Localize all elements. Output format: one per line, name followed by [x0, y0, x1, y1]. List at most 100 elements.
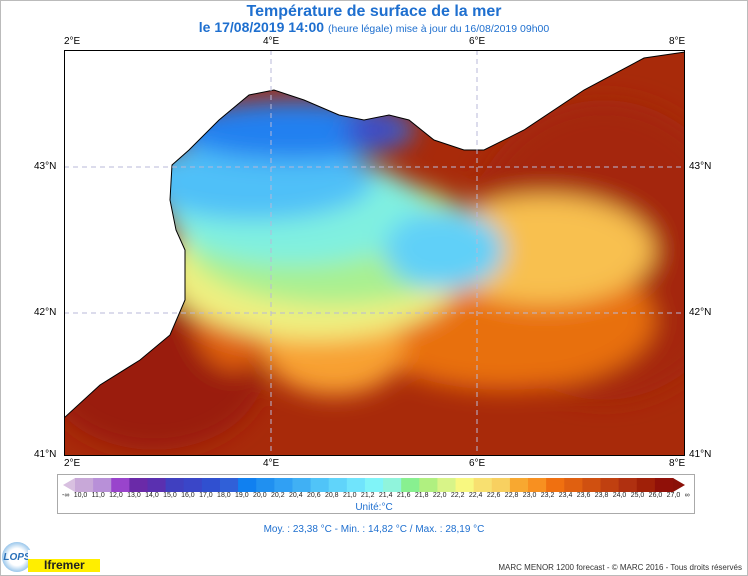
- colorbar-segment: [636, 478, 656, 492]
- colorbar-tick-label: 11,0: [91, 492, 105, 499]
- unit-label: Unité:°C: [355, 502, 393, 513]
- forecast-date: le 17/08/2019 14:00: [198, 19, 325, 35]
- graticule: [64, 50, 685, 456]
- map-subtitle: le 17/08/2019 14:00 (heure légale) mise …: [0, 19, 748, 35]
- colorbar-segment: [491, 478, 511, 492]
- colorbar-segment: [654, 478, 674, 492]
- colorbar-segment: [473, 478, 493, 492]
- colorbar-segment: [600, 478, 620, 492]
- lon-tick-top: 8°E: [669, 36, 686, 47]
- colorbar-tick-label: 20,8: [324, 492, 339, 499]
- colorbar-segment: [292, 478, 312, 492]
- colorbar-segment: [328, 478, 348, 492]
- lat-tick-left: 43°N: [34, 161, 57, 172]
- colorbar-tick-label: 22,2: [450, 492, 465, 499]
- lon-tick-bottom: 8°E: [669, 458, 686, 469]
- copyright-footer: MARC MENOR 1200 forecast - © MARC 2016 -…: [498, 563, 742, 572]
- colorbar-tick-label: 23,2: [540, 492, 555, 499]
- colorbar-segment: [219, 478, 239, 492]
- colorbar-segment: [383, 478, 402, 492]
- colorbar-tick-label: 24,0: [612, 492, 627, 499]
- colorbar-tick-label: 17,0: [199, 492, 213, 499]
- colorbar-labels: -∞ 10,0 11,0 12,0 13,0 14,0 15,0 16,0 17,0 18,0 19…: [62, 492, 690, 499]
- land-mask: [64, 50, 685, 419]
- statistics: Moy. : 23,38 °C - Min. : 14,82 °C / Max.…: [263, 524, 485, 535]
- colorbar-tick-label: 23,6: [576, 492, 591, 499]
- colorbar-tick-label: 20,4: [288, 492, 303, 499]
- colorbar-segment: [509, 478, 529, 492]
- colorbar-tick-label: 16,0: [181, 492, 195, 499]
- lon-tick-bottom: 6°E: [469, 458, 486, 469]
- colorbar-segment: [673, 478, 685, 492]
- colorbar-segment: [93, 478, 112, 492]
- colorbar-tick-label: 12,0: [109, 492, 123, 499]
- lat-tick-left: 41°N: [34, 449, 57, 460]
- map-border: [64, 50, 685, 456]
- colorbar-segment: [75, 478, 94, 492]
- colorbar-segment: [364, 478, 384, 492]
- colorbar-segment: [546, 478, 565, 492]
- colorbar-segment: [201, 478, 221, 492]
- colorbar-tick-label: 21,6: [396, 492, 411, 499]
- colorbar-tick-label: 21,2: [360, 492, 375, 499]
- lon-tick-top: 4°E: [263, 36, 280, 47]
- ifremer-logo: Ifremer: [28, 550, 100, 572]
- colorbar-tick-label: 18,0: [217, 492, 231, 499]
- map-title: Température de surface de la mer: [246, 3, 502, 20]
- temperature-field: [64, 100, 685, 450]
- colorbar-tick-label: 21,4: [378, 492, 393, 499]
- colorbar-tick-label: 23,8: [594, 492, 609, 499]
- lat-tick-right: 41°N: [689, 449, 712, 460]
- lon-tick-top: 6°E: [469, 36, 486, 47]
- colorbar-segment: [564, 478, 583, 492]
- colorbar-tick-label: 27,0: [666, 492, 681, 499]
- colorbar-segment: [582, 478, 602, 492]
- colorbar-segment: [419, 478, 438, 492]
- colorbar-segment: [147, 478, 167, 492]
- colorbar-segment: [310, 478, 330, 492]
- colorbar-tick-label: 22,0: [432, 492, 447, 499]
- colorbar-segment: [401, 478, 420, 492]
- colorbar-tick-label: 22,6: [486, 492, 501, 499]
- colorbar-tick-label: 15,0: [163, 492, 177, 499]
- colorbar-tick-label: -∞: [62, 492, 70, 499]
- colorbar-tick-label: 13,0: [127, 492, 141, 499]
- colorbar-segment: [183, 478, 203, 492]
- colorbar-segment: [455, 478, 475, 492]
- colorbar-segment: [618, 478, 638, 492]
- colorbar-tick-label: 25,0: [630, 492, 645, 499]
- colorbar-tick-label: 20,2: [271, 492, 285, 499]
- colorbar-segment: [346, 478, 366, 492]
- lat-tick-right: 43°N: [689, 161, 712, 172]
- lon-tick-bottom: 4°E: [263, 458, 280, 469]
- colorbar-segment: [528, 478, 547, 492]
- colorbar-segment: [111, 478, 130, 492]
- colorbar-segment: [274, 478, 293, 492]
- colorbar-tick-label: 21,0: [342, 492, 357, 499]
- update-note: (heure légale) mise à jour du 16/08/2019…: [327, 23, 550, 35]
- lon-tick-bottom: 2°E: [64, 458, 81, 469]
- colorbar-segment: [437, 478, 457, 492]
- colorbar-tick-label: 14,0: [145, 492, 159, 499]
- lat-tick-right: 42°N: [689, 307, 712, 318]
- colorbar-tick-label: 19,0: [235, 492, 249, 499]
- colorbar-tick-label: 23,0: [522, 492, 537, 499]
- colorbar-segment: [129, 478, 148, 492]
- colorbar-segment: [165, 478, 185, 492]
- lops-logo: LOPS: [2, 542, 32, 572]
- colorbar-tick-label: 22,4: [468, 492, 483, 499]
- colorbar-tick-label: 23,4: [558, 492, 573, 499]
- colorbar-tick-label: ∞: [684, 492, 690, 499]
- colorbar: [63, 478, 685, 492]
- sst-map[interactable]: [64, 50, 685, 456]
- colorbar-tick-label: 10,0: [73, 492, 88, 499]
- colorbar-tick-label: 22,8: [504, 492, 519, 499]
- lat-tick-left: 42°N: [34, 307, 57, 318]
- colorbar-segment: [238, 478, 257, 492]
- colorbar-tick-label: 20,6: [306, 492, 321, 499]
- colorbar-tick-label: 26,0: [648, 492, 663, 499]
- colorbar-segment: [256, 478, 275, 492]
- lon-tick-top: 2°E: [64, 36, 81, 47]
- colorbar-tick-label: 21,8: [414, 492, 429, 499]
- colorbar-tick-label: 20,0: [253, 492, 267, 499]
